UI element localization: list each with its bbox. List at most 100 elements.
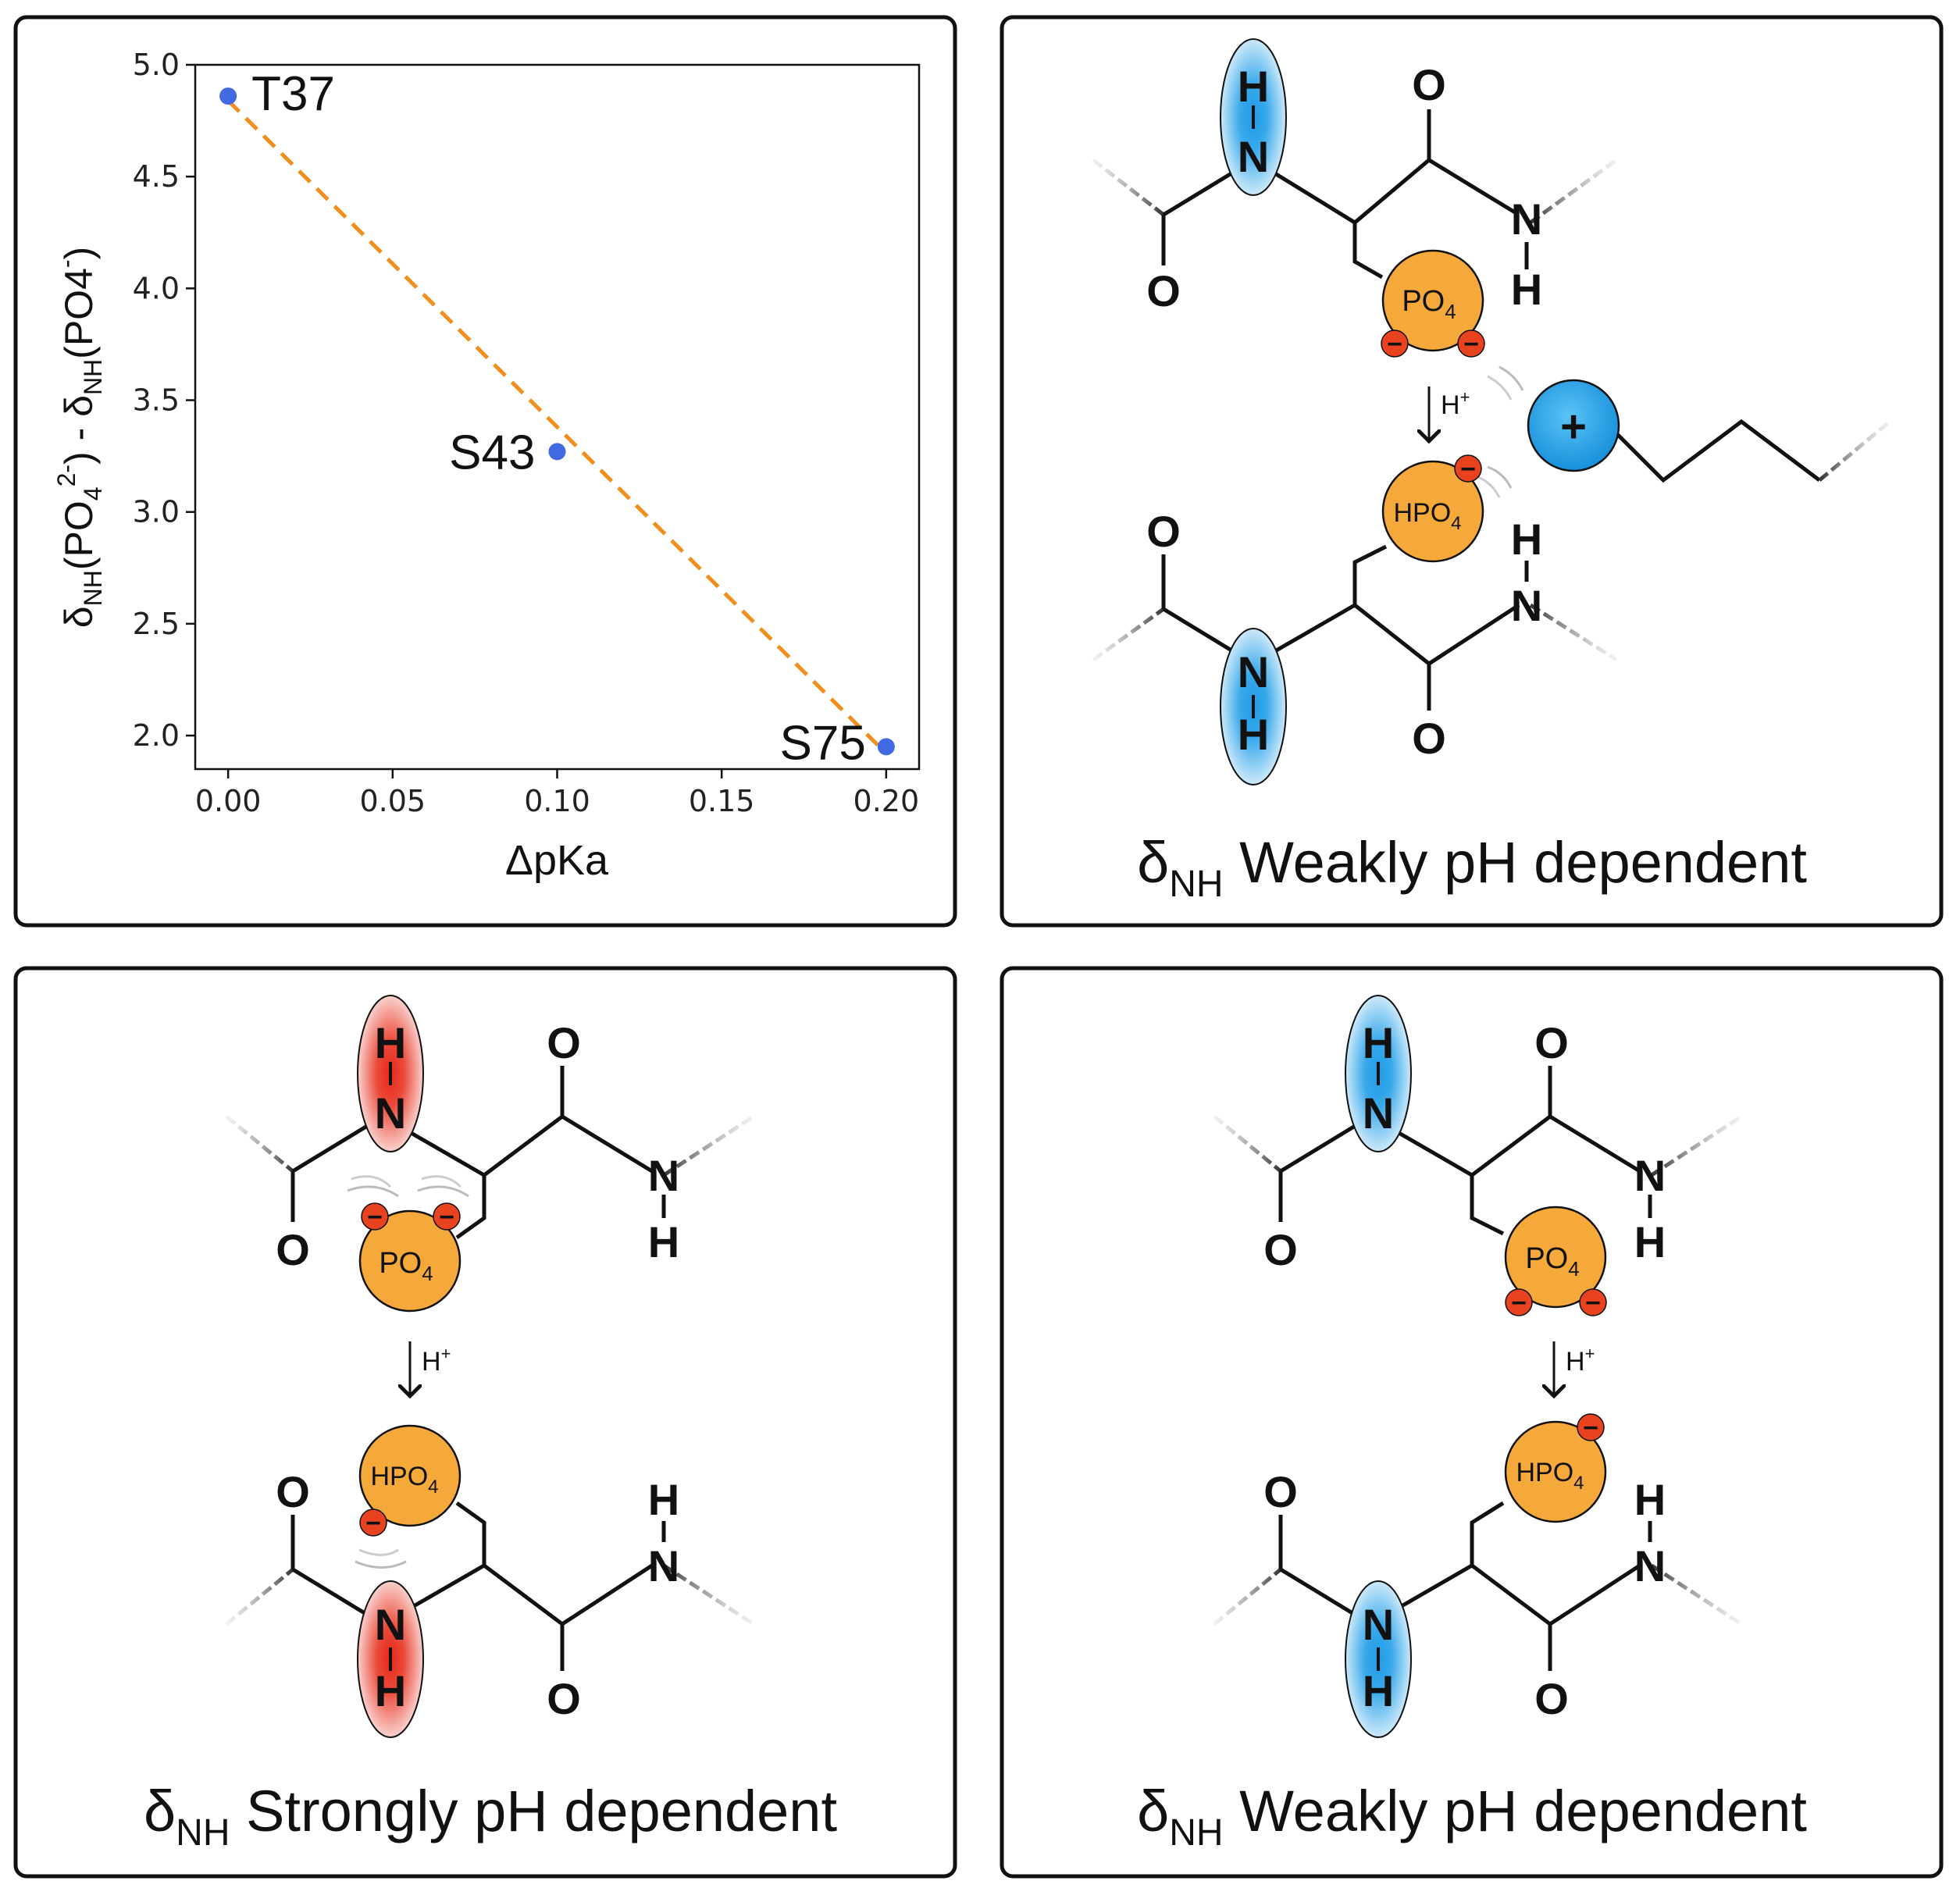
arrow-plus: + <box>1585 1344 1595 1363</box>
interaction-arc <box>351 1175 392 1188</box>
x-tick-label: 0.15 <box>689 784 755 818</box>
atom-o: O <box>547 1674 581 1723</box>
interaction-arc <box>1487 465 1513 489</box>
panel-chart <box>13 15 957 928</box>
x-tick-label: 0.20 <box>853 784 920 818</box>
data-point-t37 <box>219 87 237 105</box>
data-point-s75 <box>877 738 895 756</box>
atom-n: N <box>1634 1151 1666 1200</box>
charge-minus <box>1579 1288 1607 1316</box>
side-chain <box>1470 1501 1505 1566</box>
y-label-close: ) <box>57 247 101 260</box>
y-tick-label: 4.0 <box>133 271 180 305</box>
atom-n: N <box>648 1541 679 1590</box>
y-tick-label: 5.0 <box>133 48 180 82</box>
plus-sign: + <box>1560 401 1587 452</box>
atom-n: N <box>375 1600 406 1649</box>
backbone-stub-right <box>1529 158 1618 225</box>
lysine-chain <box>1615 419 1821 483</box>
atom-o: O <box>1412 714 1446 763</box>
atom-n: N <box>375 1088 406 1138</box>
backbone-stub-left <box>1213 1115 1282 1173</box>
x-axis-label: ΔpKa <box>505 837 609 884</box>
charge-minus <box>1454 454 1482 483</box>
arrow-label: H+ <box>1441 387 1470 420</box>
atom-n: N <box>1511 581 1542 630</box>
y-axis-ticks: 2.0 2.5 3.0 3.5 4.0 4.5 5.0 <box>133 48 195 753</box>
po4-label: PO4 <box>1402 285 1456 323</box>
scheme-bottom-right: H N O O N H − − PO4 H+ − HPO4 N H O O H … <box>1137 995 1808 1854</box>
atom-o: O <box>1263 1225 1298 1274</box>
atom-h: H <box>375 1018 406 1067</box>
lysine-positive-charge <box>1527 379 1620 472</box>
po4-text: PO <box>379 1247 422 1280</box>
atom-h: H <box>648 1475 679 1524</box>
hpo4-label: HPO4 <box>1516 1458 1584 1494</box>
hpo4-text: HPO <box>370 1462 428 1491</box>
y-tick-label: 2.5 <box>133 607 180 641</box>
point-label-s43: S43 <box>449 426 535 479</box>
minus-sign: − <box>1511 1288 1527 1318</box>
y-tick-label: 3.5 <box>133 383 180 418</box>
atom-n: N <box>1238 647 1269 696</box>
po4-sub: 4 <box>422 1262 433 1285</box>
charge-minus <box>1381 329 1409 358</box>
charge-minus <box>1457 329 1485 358</box>
backbone-stub-right <box>662 1563 755 1626</box>
backbone-stub-right <box>1650 1114 1743 1177</box>
minus-sign: − <box>367 1202 383 1232</box>
po4-text: PO <box>1402 285 1445 318</box>
panel-bottom-right <box>1000 966 1944 1879</box>
hpo4-text: HPO <box>1516 1458 1573 1487</box>
caption-text: Weakly pH dependent <box>1224 1779 1808 1843</box>
phosphate-po4 <box>1381 249 1484 352</box>
backbone-stub-left <box>1213 1568 1282 1626</box>
side-chain <box>455 1501 486 1566</box>
x-tick-label: 0.10 <box>524 784 590 818</box>
x-tick-label: 0.05 <box>360 784 426 818</box>
atom-o: O <box>1534 1674 1569 1723</box>
y-axis-label: δNH(PO42-) - δNH(PO4-) <box>52 247 107 628</box>
charge-minus <box>433 1202 461 1231</box>
caption-top-right: δNH Weakly pH dependent <box>1137 830 1807 905</box>
po4-label: PO4 <box>379 1247 433 1285</box>
y-label-po: (PO <box>57 500 101 570</box>
atom-o: O <box>547 1018 581 1067</box>
atom-o: O <box>1412 60 1446 109</box>
interaction-arc <box>1487 375 1513 401</box>
po4-text: PO <box>1525 1242 1568 1275</box>
phosphate-hpo4 <box>1504 1420 1607 1523</box>
minus-sign: − <box>1387 329 1402 359</box>
fit-line <box>226 99 888 755</box>
caption-text: Weakly pH dependent <box>1224 830 1808 895</box>
hpo4-text: HPO <box>1393 498 1451 528</box>
interaction-arc <box>358 1548 399 1556</box>
atom-h: H <box>1634 1217 1666 1266</box>
backbone-stub-right <box>1650 1563 1743 1626</box>
x-tick-label: 0.00 <box>195 784 262 818</box>
caption-sub: NH <box>1169 1812 1223 1854</box>
atom-o: O <box>1534 1018 1569 1067</box>
hpo4-sub: 4 <box>428 1476 438 1498</box>
backbone-stub-left <box>1092 607 1165 662</box>
y-label-delta: δ <box>57 606 101 628</box>
y-label-minus-delta: ) - δ <box>57 395 101 465</box>
atom-h: H <box>1511 515 1542 564</box>
backbone-stub-right <box>662 1114 755 1177</box>
hpo4-sub: 4 <box>1451 513 1461 534</box>
y-label-sup-minus: - <box>52 259 80 268</box>
atom-h: H <box>375 1666 406 1715</box>
phosphate-po4 <box>1504 1206 1607 1309</box>
hpo4-label: HPO4 <box>1393 498 1461 534</box>
panel-bottom-left <box>13 966 957 1879</box>
caption-delta: δ <box>144 1779 176 1843</box>
atom-n: N <box>1634 1541 1666 1590</box>
y-label-sub-nh-2: NH <box>79 359 107 395</box>
minus-sign: − <box>439 1202 454 1232</box>
caption-sub: NH <box>1169 864 1223 905</box>
arrow-h: H <box>1566 1347 1585 1377</box>
caption-bottom-left: δNH Strongly pH dependent <box>144 1779 838 1854</box>
y-tick-label: 2.0 <box>133 718 180 753</box>
atom-h: H <box>1511 265 1542 314</box>
backbone-stub-right <box>1529 603 1618 662</box>
